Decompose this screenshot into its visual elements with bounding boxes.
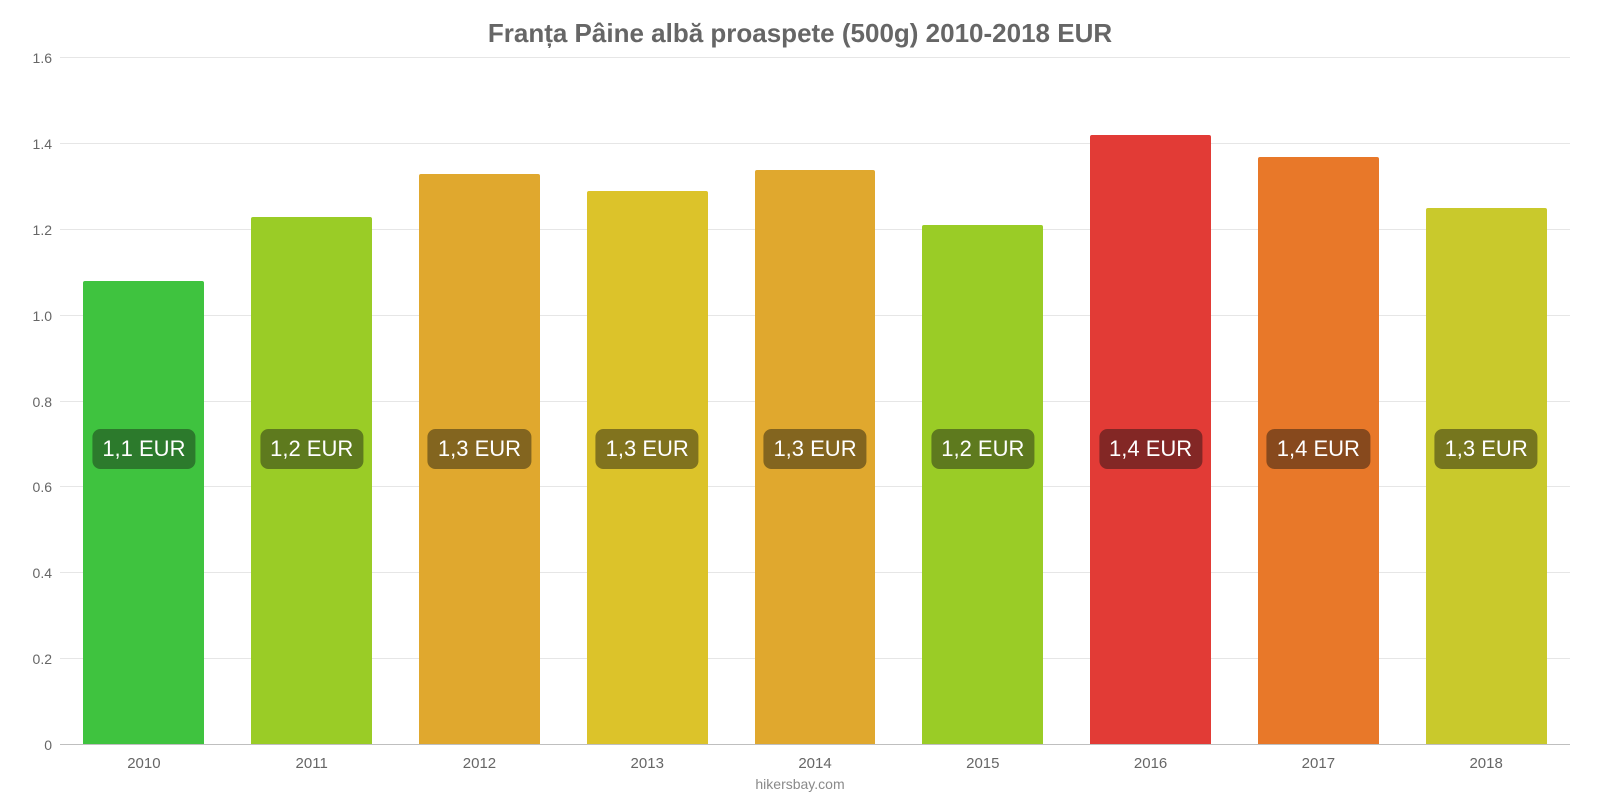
x-tick-label: 2011: [296, 755, 328, 772]
bar-slot: 1,3 EUR2013: [563, 58, 731, 745]
bar-value-label: 1,3 EUR: [428, 429, 531, 469]
bar-value-label: 1,1 EUR: [92, 429, 195, 469]
bar-value-label: 1,2 EUR: [260, 429, 363, 469]
bar-slot: 1,2 EUR2011: [228, 58, 396, 745]
x-tick-label: 2016: [1134, 755, 1167, 772]
y-tick-label: 1.2: [33, 222, 52, 238]
y-tick-label: 0.2: [33, 651, 52, 667]
bar-slot: 1,4 EUR2016: [1067, 58, 1235, 745]
bar-value-label: 1,3 EUR: [596, 429, 699, 469]
bar-slot: 1,1 EUR2010: [60, 58, 228, 745]
bar-slot: 1,4 EUR2017: [1234, 58, 1402, 745]
bar-value-label: 1,4 EUR: [1267, 429, 1370, 469]
chart-title: Franța Pâine albă proaspete (500g) 2010-…: [0, 18, 1600, 49]
bar-value-label: 1,2 EUR: [931, 429, 1034, 469]
x-tick-label: 2018: [1469, 755, 1502, 772]
bar-slot: 1,3 EUR2014: [731, 58, 899, 745]
y-tick-label: 0: [44, 737, 52, 753]
bar-slot: 1,3 EUR2012: [396, 58, 564, 745]
x-axis-line: [60, 744, 1570, 745]
y-tick-label: 1.0: [33, 308, 52, 324]
y-tick-label: 1.6: [33, 50, 52, 66]
x-tick-label: 2010: [127, 755, 160, 772]
x-tick-label: 2013: [631, 755, 664, 772]
y-tick-label: 0.8: [33, 394, 52, 410]
x-tick-label: 2017: [1302, 755, 1335, 772]
bar: [1426, 208, 1547, 745]
plot-area: 1,1 EUR20101,2 EUR20111,3 EUR20121,3 EUR…: [60, 58, 1570, 745]
x-tick-label: 2012: [463, 755, 496, 772]
bar-slot: 1,3 EUR2018: [1402, 58, 1570, 745]
y-tick-label: 0.4: [33, 565, 52, 581]
bar-value-label: 1,4 EUR: [1099, 429, 1202, 469]
bar-chart: Franța Pâine albă proaspete (500g) 2010-…: [0, 0, 1600, 800]
bar: [83, 281, 204, 745]
bars-container: 1,1 EUR20101,2 EUR20111,3 EUR20121,3 EUR…: [60, 58, 1570, 745]
bar-value-label: 1,3 EUR: [1435, 429, 1538, 469]
x-tick-label: 2015: [966, 755, 999, 772]
bar: [251, 217, 372, 745]
attribution-text: hikersbay.com: [0, 776, 1600, 792]
bar: [922, 225, 1043, 745]
bar-slot: 1,2 EUR2015: [899, 58, 1067, 745]
bar-value-label: 1,3 EUR: [763, 429, 866, 469]
y-tick-label: 0.6: [33, 479, 52, 495]
x-tick-label: 2014: [798, 755, 831, 772]
y-tick-label: 1.4: [33, 136, 52, 152]
